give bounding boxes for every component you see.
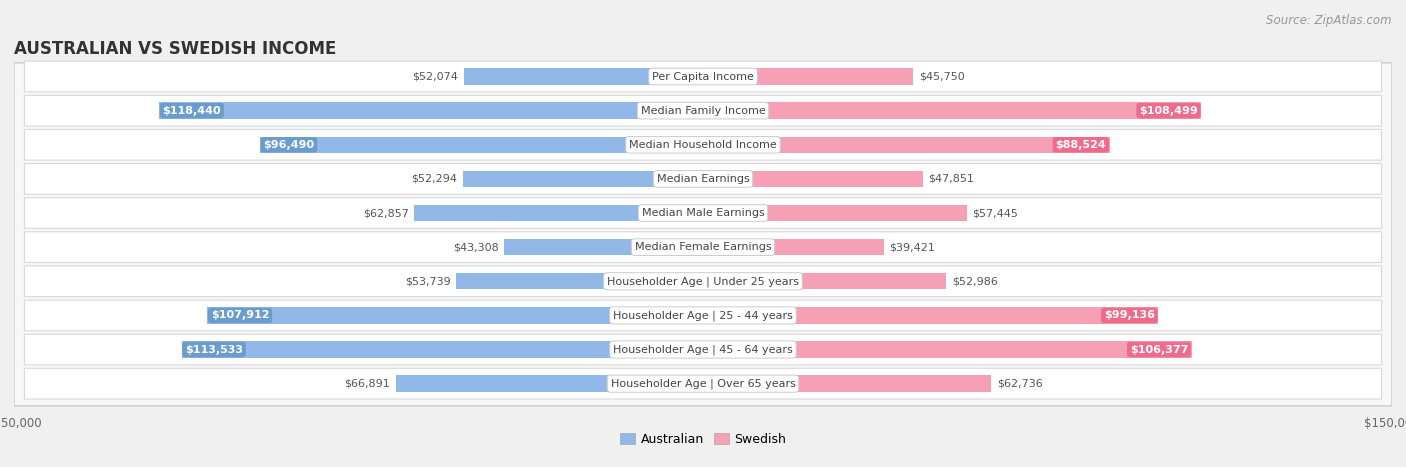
FancyBboxPatch shape — [703, 102, 1201, 119]
Text: Median Earnings: Median Earnings — [657, 174, 749, 184]
FancyBboxPatch shape — [703, 171, 922, 187]
Text: $88,524: $88,524 — [1056, 140, 1107, 150]
FancyBboxPatch shape — [703, 68, 912, 85]
FancyBboxPatch shape — [456, 273, 703, 290]
FancyBboxPatch shape — [395, 375, 703, 392]
Text: $62,736: $62,736 — [997, 379, 1042, 389]
Text: Median Female Earnings: Median Female Earnings — [634, 242, 772, 252]
Text: Median Family Income: Median Family Income — [641, 106, 765, 116]
Text: Source: ZipAtlas.com: Source: ZipAtlas.com — [1267, 14, 1392, 27]
Text: $52,074: $52,074 — [412, 71, 458, 82]
FancyBboxPatch shape — [703, 273, 946, 290]
FancyBboxPatch shape — [14, 63, 1392, 406]
FancyBboxPatch shape — [24, 163, 1382, 194]
Text: Median Male Earnings: Median Male Earnings — [641, 208, 765, 218]
Text: $62,857: $62,857 — [363, 208, 409, 218]
Text: $52,986: $52,986 — [952, 276, 998, 286]
FancyBboxPatch shape — [24, 129, 1382, 160]
Text: $39,421: $39,421 — [890, 242, 935, 252]
Text: $53,739: $53,739 — [405, 276, 451, 286]
Text: $47,851: $47,851 — [928, 174, 974, 184]
Text: Householder Age | 25 - 44 years: Householder Age | 25 - 44 years — [613, 310, 793, 321]
Text: Median Household Income: Median Household Income — [628, 140, 778, 150]
Text: Householder Age | Over 65 years: Householder Age | Over 65 years — [610, 378, 796, 389]
FancyBboxPatch shape — [464, 68, 703, 85]
FancyBboxPatch shape — [703, 341, 1191, 358]
Text: AUSTRALIAN VS SWEDISH INCOME: AUSTRALIAN VS SWEDISH INCOME — [14, 40, 336, 58]
FancyBboxPatch shape — [24, 266, 1382, 297]
Text: $99,136: $99,136 — [1104, 311, 1154, 320]
FancyBboxPatch shape — [24, 198, 1382, 228]
Text: $96,490: $96,490 — [263, 140, 315, 150]
Text: Per Capita Income: Per Capita Income — [652, 71, 754, 82]
Text: $57,445: $57,445 — [973, 208, 1018, 218]
FancyBboxPatch shape — [24, 61, 1382, 92]
FancyBboxPatch shape — [703, 136, 1109, 153]
FancyBboxPatch shape — [159, 102, 703, 119]
FancyBboxPatch shape — [703, 205, 967, 221]
FancyBboxPatch shape — [24, 95, 1382, 126]
Text: $66,891: $66,891 — [344, 379, 391, 389]
Text: $118,440: $118,440 — [163, 106, 221, 116]
FancyBboxPatch shape — [463, 171, 703, 187]
FancyBboxPatch shape — [24, 232, 1382, 262]
FancyBboxPatch shape — [207, 307, 703, 324]
Text: Householder Age | 45 - 64 years: Householder Age | 45 - 64 years — [613, 344, 793, 355]
Text: $107,912: $107,912 — [211, 311, 270, 320]
Text: $45,750: $45,750 — [918, 71, 965, 82]
FancyBboxPatch shape — [505, 239, 703, 255]
FancyBboxPatch shape — [703, 239, 884, 255]
Text: $43,308: $43,308 — [453, 242, 499, 252]
Text: Householder Age | Under 25 years: Householder Age | Under 25 years — [607, 276, 799, 287]
FancyBboxPatch shape — [24, 334, 1382, 365]
FancyBboxPatch shape — [415, 205, 703, 221]
Text: $106,377: $106,377 — [1130, 345, 1188, 354]
FancyBboxPatch shape — [260, 136, 703, 153]
FancyBboxPatch shape — [24, 368, 1382, 399]
FancyBboxPatch shape — [703, 307, 1159, 324]
FancyBboxPatch shape — [703, 375, 991, 392]
Text: $113,533: $113,533 — [186, 345, 243, 354]
Text: $108,499: $108,499 — [1139, 106, 1198, 116]
Text: $52,294: $52,294 — [412, 174, 457, 184]
Legend: Australian, Swedish: Australian, Swedish — [616, 428, 790, 451]
FancyBboxPatch shape — [24, 300, 1382, 331]
FancyBboxPatch shape — [181, 341, 703, 358]
